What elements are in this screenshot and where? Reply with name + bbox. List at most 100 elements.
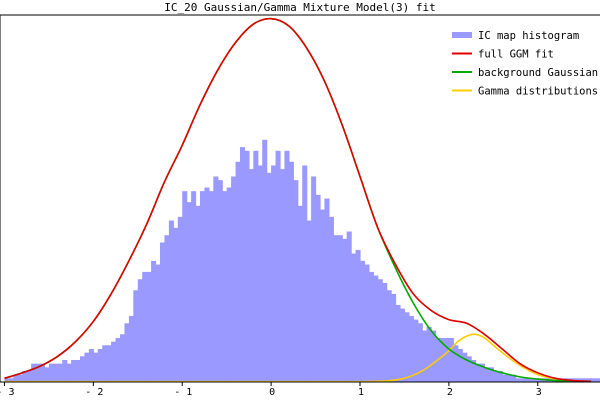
x-tick-label: 1	[358, 387, 364, 398]
histogram-bar	[582, 378, 588, 382]
histogram-bar	[88, 348, 94, 382]
legend-swatch-ic-map-histogram	[452, 32, 472, 38]
histogram-bar	[306, 220, 312, 382]
histogram-bar	[524, 378, 530, 382]
histogram-bar	[413, 319, 419, 382]
histogram-bar	[142, 271, 148, 382]
histogram-bar	[337, 235, 343, 382]
legend: IC map histogram full GGM fit background G…	[452, 30, 598, 98]
histogram-bar	[311, 176, 317, 382]
histogram-bar	[102, 345, 108, 382]
x-axis-ticks: - 3 - 2 - 1 0 1 2 3	[0, 382, 542, 398]
histogram-bar	[204, 187, 210, 382]
histogram-bar	[466, 356, 472, 382]
histogram-bars	[4, 139, 600, 382]
histogram-bar	[240, 147, 246, 382]
histogram-bar	[457, 348, 463, 382]
histogram-bar	[302, 165, 308, 382]
x-tick-label: 0	[269, 387, 275, 398]
histogram-bar	[417, 323, 423, 382]
histogram-bar	[84, 352, 90, 382]
histogram-bar	[164, 235, 170, 382]
histogram-bar	[351, 253, 357, 382]
histogram-bar	[520, 378, 526, 382]
histogram-bar	[368, 271, 374, 382]
histogram-bar	[35, 363, 41, 382]
histogram-bar	[320, 209, 326, 382]
histogram-bar	[231, 176, 237, 382]
histogram-bar	[586, 378, 592, 382]
histogram-bar	[26, 370, 32, 382]
histogram-bar	[133, 290, 139, 382]
histogram-bar	[226, 187, 232, 382]
histogram-bar	[48, 363, 54, 382]
histogram-bar	[497, 370, 503, 382]
histogram-bar	[75, 359, 81, 382]
histogram-bar	[493, 370, 499, 382]
histogram-bar	[400, 308, 406, 382]
histogram-bar	[253, 150, 259, 382]
histogram-bar	[151, 260, 157, 382]
histogram-bar	[444, 337, 450, 382]
histogram-bar	[191, 191, 197, 382]
histogram-bar	[462, 352, 468, 382]
histogram-bar	[160, 242, 166, 382]
histogram-bar	[391, 293, 397, 382]
histogram-bar	[120, 334, 126, 382]
histogram-bar	[222, 191, 228, 382]
histogram-bar	[66, 363, 72, 382]
histogram-bar	[480, 363, 486, 382]
histogram-bar	[333, 235, 339, 382]
histogram-bar	[22, 370, 28, 382]
histogram-bar	[4, 378, 10, 382]
histogram-bar	[528, 378, 534, 382]
histogram-bar	[506, 374, 512, 382]
x-tick-label: - 1	[174, 387, 192, 398]
histogram-bar	[537, 378, 543, 382]
histogram-bar	[422, 330, 428, 382]
histogram-bar	[177, 216, 183, 382]
x-tick-label: - 2	[85, 387, 103, 398]
histogram-bar	[475, 363, 481, 382]
histogram-bar	[31, 363, 37, 382]
histogram-bar	[155, 264, 161, 382]
histogram-bar	[595, 378, 600, 382]
histogram-bar	[111, 341, 117, 382]
histogram-bar	[284, 150, 290, 382]
histogram-bar	[186, 202, 192, 382]
histogram-bar	[57, 363, 63, 382]
x-tick-label: - 3	[0, 387, 14, 398]
histogram-bar	[195, 205, 201, 382]
histogram-bar	[297, 205, 303, 382]
legend-label-full-ggm-fit: full GGM fit	[478, 49, 554, 61]
x-tick-label: 3	[536, 387, 542, 398]
histogram-bar	[377, 279, 383, 382]
histogram-bar	[146, 271, 152, 382]
histogram-bar	[173, 227, 179, 382]
histogram-bar	[93, 352, 99, 382]
histogram-bar	[271, 165, 277, 382]
histogram-bar	[453, 345, 459, 382]
histogram-bar	[448, 337, 454, 382]
histogram-bar	[488, 367, 494, 382]
histogram-bar	[115, 337, 121, 382]
histogram-bar	[440, 337, 446, 382]
histogram-bar	[244, 150, 250, 382]
histogram-bar	[97, 348, 103, 382]
histogram-bar	[502, 374, 508, 382]
histogram-bar	[124, 323, 130, 382]
histogram-bar	[44, 367, 50, 382]
full-ggm-fit-line	[4, 17, 592, 383]
histogram-bar	[62, 359, 68, 382]
histogram-bar	[426, 326, 432, 382]
histogram-bar	[128, 315, 134, 382]
histogram-bar	[293, 180, 299, 382]
histogram-bar	[200, 191, 206, 382]
histogram-bar	[168, 220, 174, 382]
histogram-bar	[360, 260, 366, 382]
histogram-bar	[471, 359, 477, 382]
histogram-bar	[80, 356, 86, 382]
histogram-bar	[346, 231, 352, 382]
histogram-bar	[71, 359, 77, 382]
